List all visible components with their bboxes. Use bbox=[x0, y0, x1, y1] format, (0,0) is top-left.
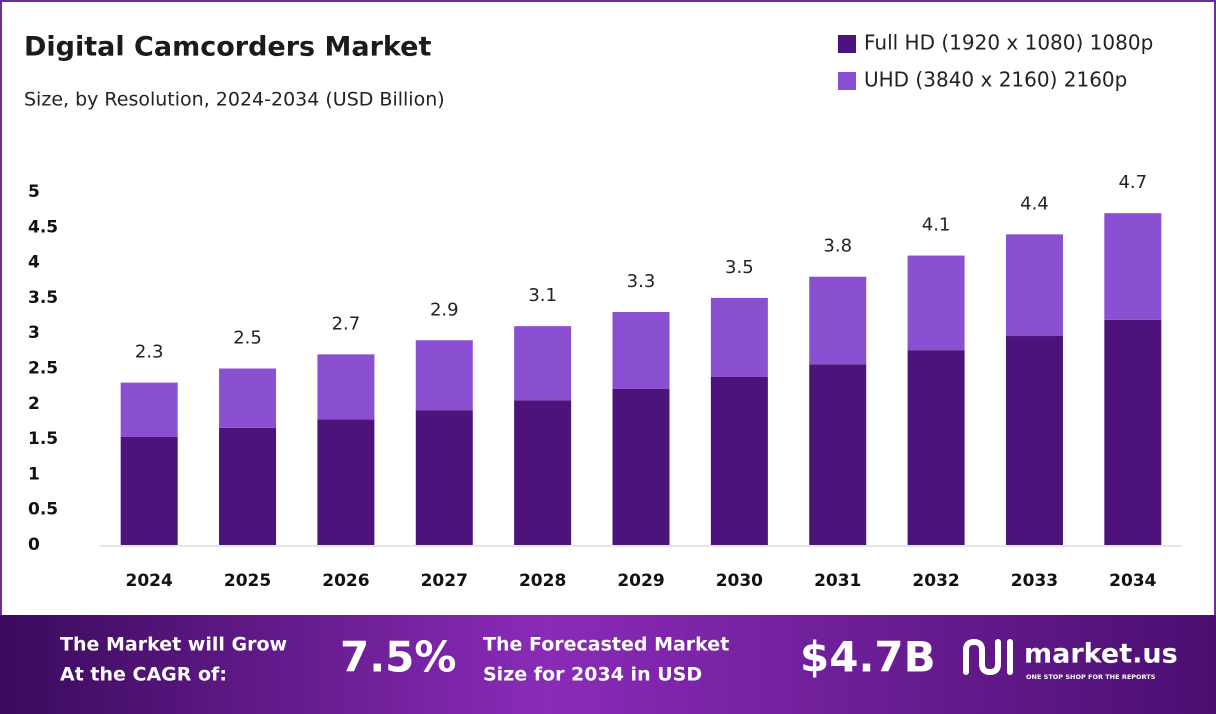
y-tick-label: 0 bbox=[28, 535, 40, 555]
footer-text: Size for 2034 in USD bbox=[483, 664, 702, 686]
bar-segment bbox=[710, 376, 768, 545]
brand-name: market.us bbox=[1024, 639, 1178, 670]
legend-swatch bbox=[838, 72, 856, 90]
bar-segment bbox=[1005, 234, 1063, 337]
footer-band bbox=[0, 615, 1216, 714]
bar-segment bbox=[415, 410, 473, 545]
cagr-value: 7.5% bbox=[340, 633, 456, 682]
bar-segment bbox=[809, 276, 867, 365]
total-label: 3.1 bbox=[528, 285, 557, 306]
y-tick-label: 2 bbox=[28, 394, 40, 414]
total-label: 3.3 bbox=[627, 271, 656, 292]
legend-label: Full HD (1920 x 1080) 1080p bbox=[864, 31, 1153, 55]
bar-segment bbox=[907, 350, 965, 545]
bar-segment bbox=[710, 297, 768, 377]
bar-segment bbox=[514, 400, 572, 545]
bar-segment bbox=[317, 354, 375, 420]
brand-logo bbox=[963, 638, 1013, 676]
y-tick-label: 1.5 bbox=[28, 429, 58, 449]
bar-segment bbox=[1005, 336, 1063, 545]
bar-segment bbox=[120, 382, 178, 437]
x-tick-label: 2031 bbox=[814, 571, 861, 591]
total-label: 3.5 bbox=[725, 257, 754, 278]
footer-text: The Forecasted Market bbox=[483, 634, 729, 656]
x-tick-label: 2033 bbox=[1011, 571, 1058, 591]
bar-segment bbox=[317, 419, 375, 545]
total-label: 4.7 bbox=[1118, 172, 1147, 193]
bar-segment bbox=[907, 255, 965, 351]
y-tick-label: 5 bbox=[28, 182, 40, 202]
total-label: 2.7 bbox=[332, 313, 361, 334]
x-tick-label: 2026 bbox=[322, 571, 369, 591]
bar-segment bbox=[612, 388, 670, 545]
total-label: 4.4 bbox=[1020, 193, 1049, 214]
x-tick-label: 2032 bbox=[912, 571, 959, 591]
x-tick-label: 2025 bbox=[224, 571, 271, 591]
legend-label: UHD (3840 x 2160) 2160p bbox=[864, 68, 1127, 92]
x-tick-label: 2030 bbox=[716, 571, 763, 591]
y-tick-label: 4 bbox=[28, 253, 40, 273]
brand-tagline: ONE STOP SHOP FOR THE REPORTS bbox=[1026, 673, 1156, 681]
total-label: 3.8 bbox=[823, 236, 852, 257]
y-tick-label: 1 bbox=[28, 464, 40, 484]
x-tick-label: 2034 bbox=[1109, 571, 1156, 591]
bar-segment bbox=[219, 368, 277, 428]
bar-segment bbox=[612, 312, 670, 389]
y-tick-label: 2.5 bbox=[28, 359, 58, 379]
y-tick-label: 3.5 bbox=[28, 288, 58, 308]
total-label: 2.9 bbox=[430, 299, 459, 320]
x-tick-label: 2024 bbox=[126, 571, 173, 591]
y-tick-label: 4.5 bbox=[28, 217, 58, 237]
chart-subtitle: Size, by Resolution, 2024-2034 (USD Bill… bbox=[24, 89, 445, 111]
footer-text: At the CAGR of: bbox=[60, 664, 227, 686]
bar-segment bbox=[415, 340, 473, 411]
x-tick-label: 2027 bbox=[421, 571, 468, 591]
total-label: 4.1 bbox=[922, 215, 951, 236]
bar-segment bbox=[1104, 213, 1162, 320]
bar-segment bbox=[219, 427, 277, 545]
chart-title: Digital Camcorders Market bbox=[24, 32, 431, 63]
x-tick-label: 2028 bbox=[519, 571, 566, 591]
y-tick-label: 0.5 bbox=[28, 500, 58, 520]
forecast-value: $4.7B bbox=[800, 633, 936, 682]
bar-segment bbox=[1104, 319, 1162, 545]
total-label: 2.3 bbox=[135, 342, 164, 363]
footer-text: The Market will Grow bbox=[60, 634, 287, 656]
y-tick-label: 3 bbox=[28, 323, 40, 343]
legend-swatch bbox=[838, 35, 856, 53]
x-tick-label: 2029 bbox=[617, 571, 664, 591]
bar-segment bbox=[809, 364, 867, 545]
total-label: 2.5 bbox=[233, 328, 262, 349]
bar-segment bbox=[514, 326, 572, 401]
bar-segment bbox=[120, 436, 178, 545]
